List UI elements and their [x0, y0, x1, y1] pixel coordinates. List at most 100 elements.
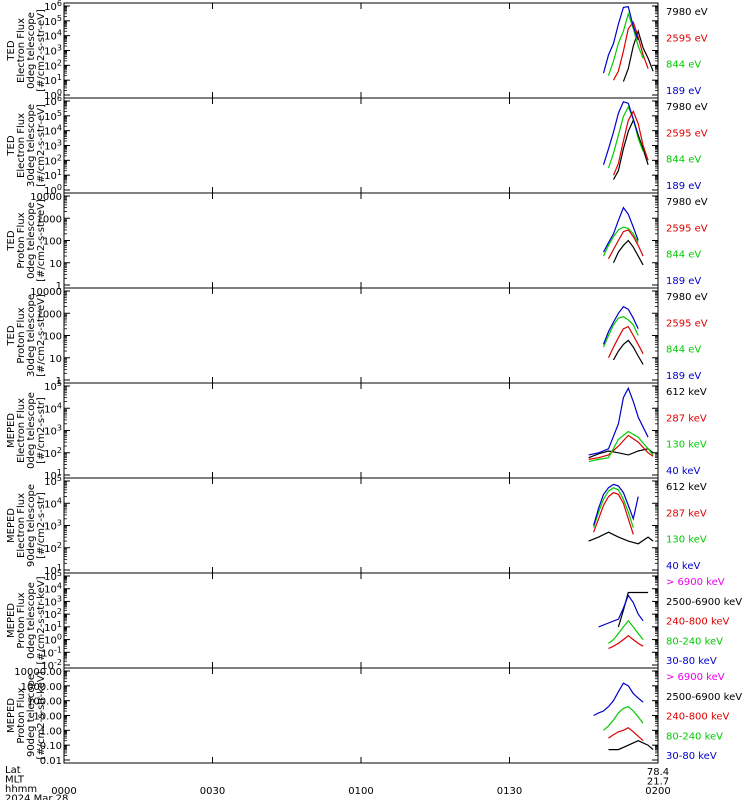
legend-entry: 612 keV [666, 387, 707, 398]
legend-entry: 2595 eV [666, 128, 708, 139]
series-line [593, 487, 634, 528]
x-end-value: 78.4 [647, 767, 669, 778]
y-axis-label: Proton Flux [16, 212, 27, 268]
series-line [588, 448, 654, 459]
y-tick-label: 1 [56, 376, 62, 387]
legend-entry: 612 keV [666, 482, 707, 493]
y-axis-label: MEPED [6, 698, 17, 733]
legend-entry: 2595 eV [666, 318, 708, 329]
panel-3: 1 10 100 1000 10000 TED Proton Flux 0deg telesc… [6, 192, 708, 292]
series-line [593, 491, 634, 535]
series-line [602, 100, 639, 165]
panel-frame [63, 667, 659, 764]
series-line [612, 118, 649, 180]
legend-entry: 287 keV [666, 413, 707, 424]
y-axis-label: [#/cm2-s-str] [36, 492, 47, 559]
y-axis-label: Proton Flux [16, 687, 27, 743]
series-line [602, 316, 639, 348]
y-axis-label: 0deg telescope [26, 12, 37, 89]
y-axis-label: [#/cm2-s-str-eV] [36, 199, 47, 282]
legend-entry: 189 eV [666, 181, 701, 192]
y-axis-label: 90deg telescope [26, 484, 37, 567]
legend-entry: 2595 eV [666, 223, 708, 234]
legend-entry: 240-800 keV [666, 617, 730, 628]
legend-entry: 7980 eV [666, 7, 708, 18]
series-line [612, 339, 644, 365]
legend-entry: 7980 eV [666, 292, 708, 303]
x-end-value: 21.7 [647, 777, 669, 788]
series-line [622, 29, 654, 82]
series-line [608, 740, 654, 751]
y-axis-label: TED [6, 230, 17, 251]
panel-4: 1 10 100 1000 10000 TED Proton Flux 30deg teles… [6, 287, 708, 387]
x-tick-label: 0000 [51, 786, 76, 797]
y-axis-label: [#/cm2-s-str-keV] [36, 671, 47, 759]
y-tick-label: 1000 [37, 309, 62, 320]
legend-entry: 844 eV [666, 60, 701, 71]
y-axis-label: 30deg telescope [26, 104, 37, 187]
x-tick-label: 0100 [348, 786, 373, 797]
legend-entry: > 6900 keV [666, 672, 725, 683]
panel-frame [63, 572, 659, 669]
y-tick-label: 10000 [30, 287, 62, 298]
legend-entry: 2595 eV [666, 33, 708, 44]
y-axis-label: Electron Flux [16, 493, 27, 558]
y-axis-label: Proton Flux [16, 307, 27, 363]
series-line [598, 594, 644, 628]
series-line [607, 11, 644, 76]
x-row-label: 2024 Mar 28 [5, 794, 68, 800]
panel-frame [63, 2, 659, 99]
y-axis-label: [#/cm2-s-str-eV] [36, 104, 47, 187]
y-tick-label: 1 [56, 281, 62, 292]
series-line [588, 531, 654, 545]
legend-entry: > 6900 keV [666, 577, 725, 588]
y-axis-label: Electron Flux [16, 113, 27, 178]
x-tick-label: 0030 [200, 786, 225, 797]
series-line [588, 386, 649, 456]
series-line [602, 206, 639, 253]
y-tick-label: 10.00 [33, 712, 62, 723]
legend-entry: 287 keV [666, 508, 707, 519]
y-axis-label: Electron Flux [16, 398, 27, 463]
y-axis-label: MEPED [6, 413, 17, 448]
y-axis-label: 90deg telescope [26, 674, 37, 757]
y-tick-label: 10 [49, 259, 62, 270]
series-line [617, 591, 649, 628]
series-line [588, 430, 654, 463]
panel-8: 0.01 0.10 1.00 10.00 100.00 1000.00 10000.00 ME… [6, 667, 742, 767]
y-axis-label: [#/cm2-s-str-keV] [36, 576, 47, 664]
series-line [608, 726, 644, 742]
y-axis-label: 30deg telescope [26, 294, 37, 377]
y-axis-label: TED [6, 40, 17, 61]
y-axis-label: 0deg telescope [26, 582, 37, 659]
series-line [612, 110, 649, 176]
legend-entry: 80-240 keV [666, 731, 723, 742]
legend-entry: 30-80 keV [666, 656, 717, 667]
legend-entry: 844 eV [666, 345, 701, 356]
legend-entry: 30-80 keV [666, 751, 717, 762]
legend-entry: 189 eV [666, 86, 701, 97]
panel-frame [63, 192, 659, 289]
y-tick-label: 1000.00 [21, 682, 62, 693]
legend-entry: 130 keV [666, 535, 707, 546]
legend-entry: 7980 eV [666, 197, 708, 208]
y-axis-label: TED [6, 135, 17, 156]
y-tick-label: 100 [43, 237, 62, 248]
x-row-label: hhmm [5, 784, 37, 795]
x-tick-label: 0200 [645, 786, 670, 797]
legend-entry: 189 eV [666, 276, 701, 287]
y-tick-label: 1.00 [40, 726, 62, 737]
y-tick-label: 105 [44, 379, 62, 393]
legend-entry: 7980 eV [666, 102, 708, 113]
series-line [607, 325, 644, 359]
series-line [607, 229, 644, 260]
legend-entry: 2500-6900 keV [666, 692, 742, 703]
series-line [602, 6, 639, 74]
legend-entry: 189 eV [666, 371, 701, 382]
series-line [603, 705, 644, 731]
